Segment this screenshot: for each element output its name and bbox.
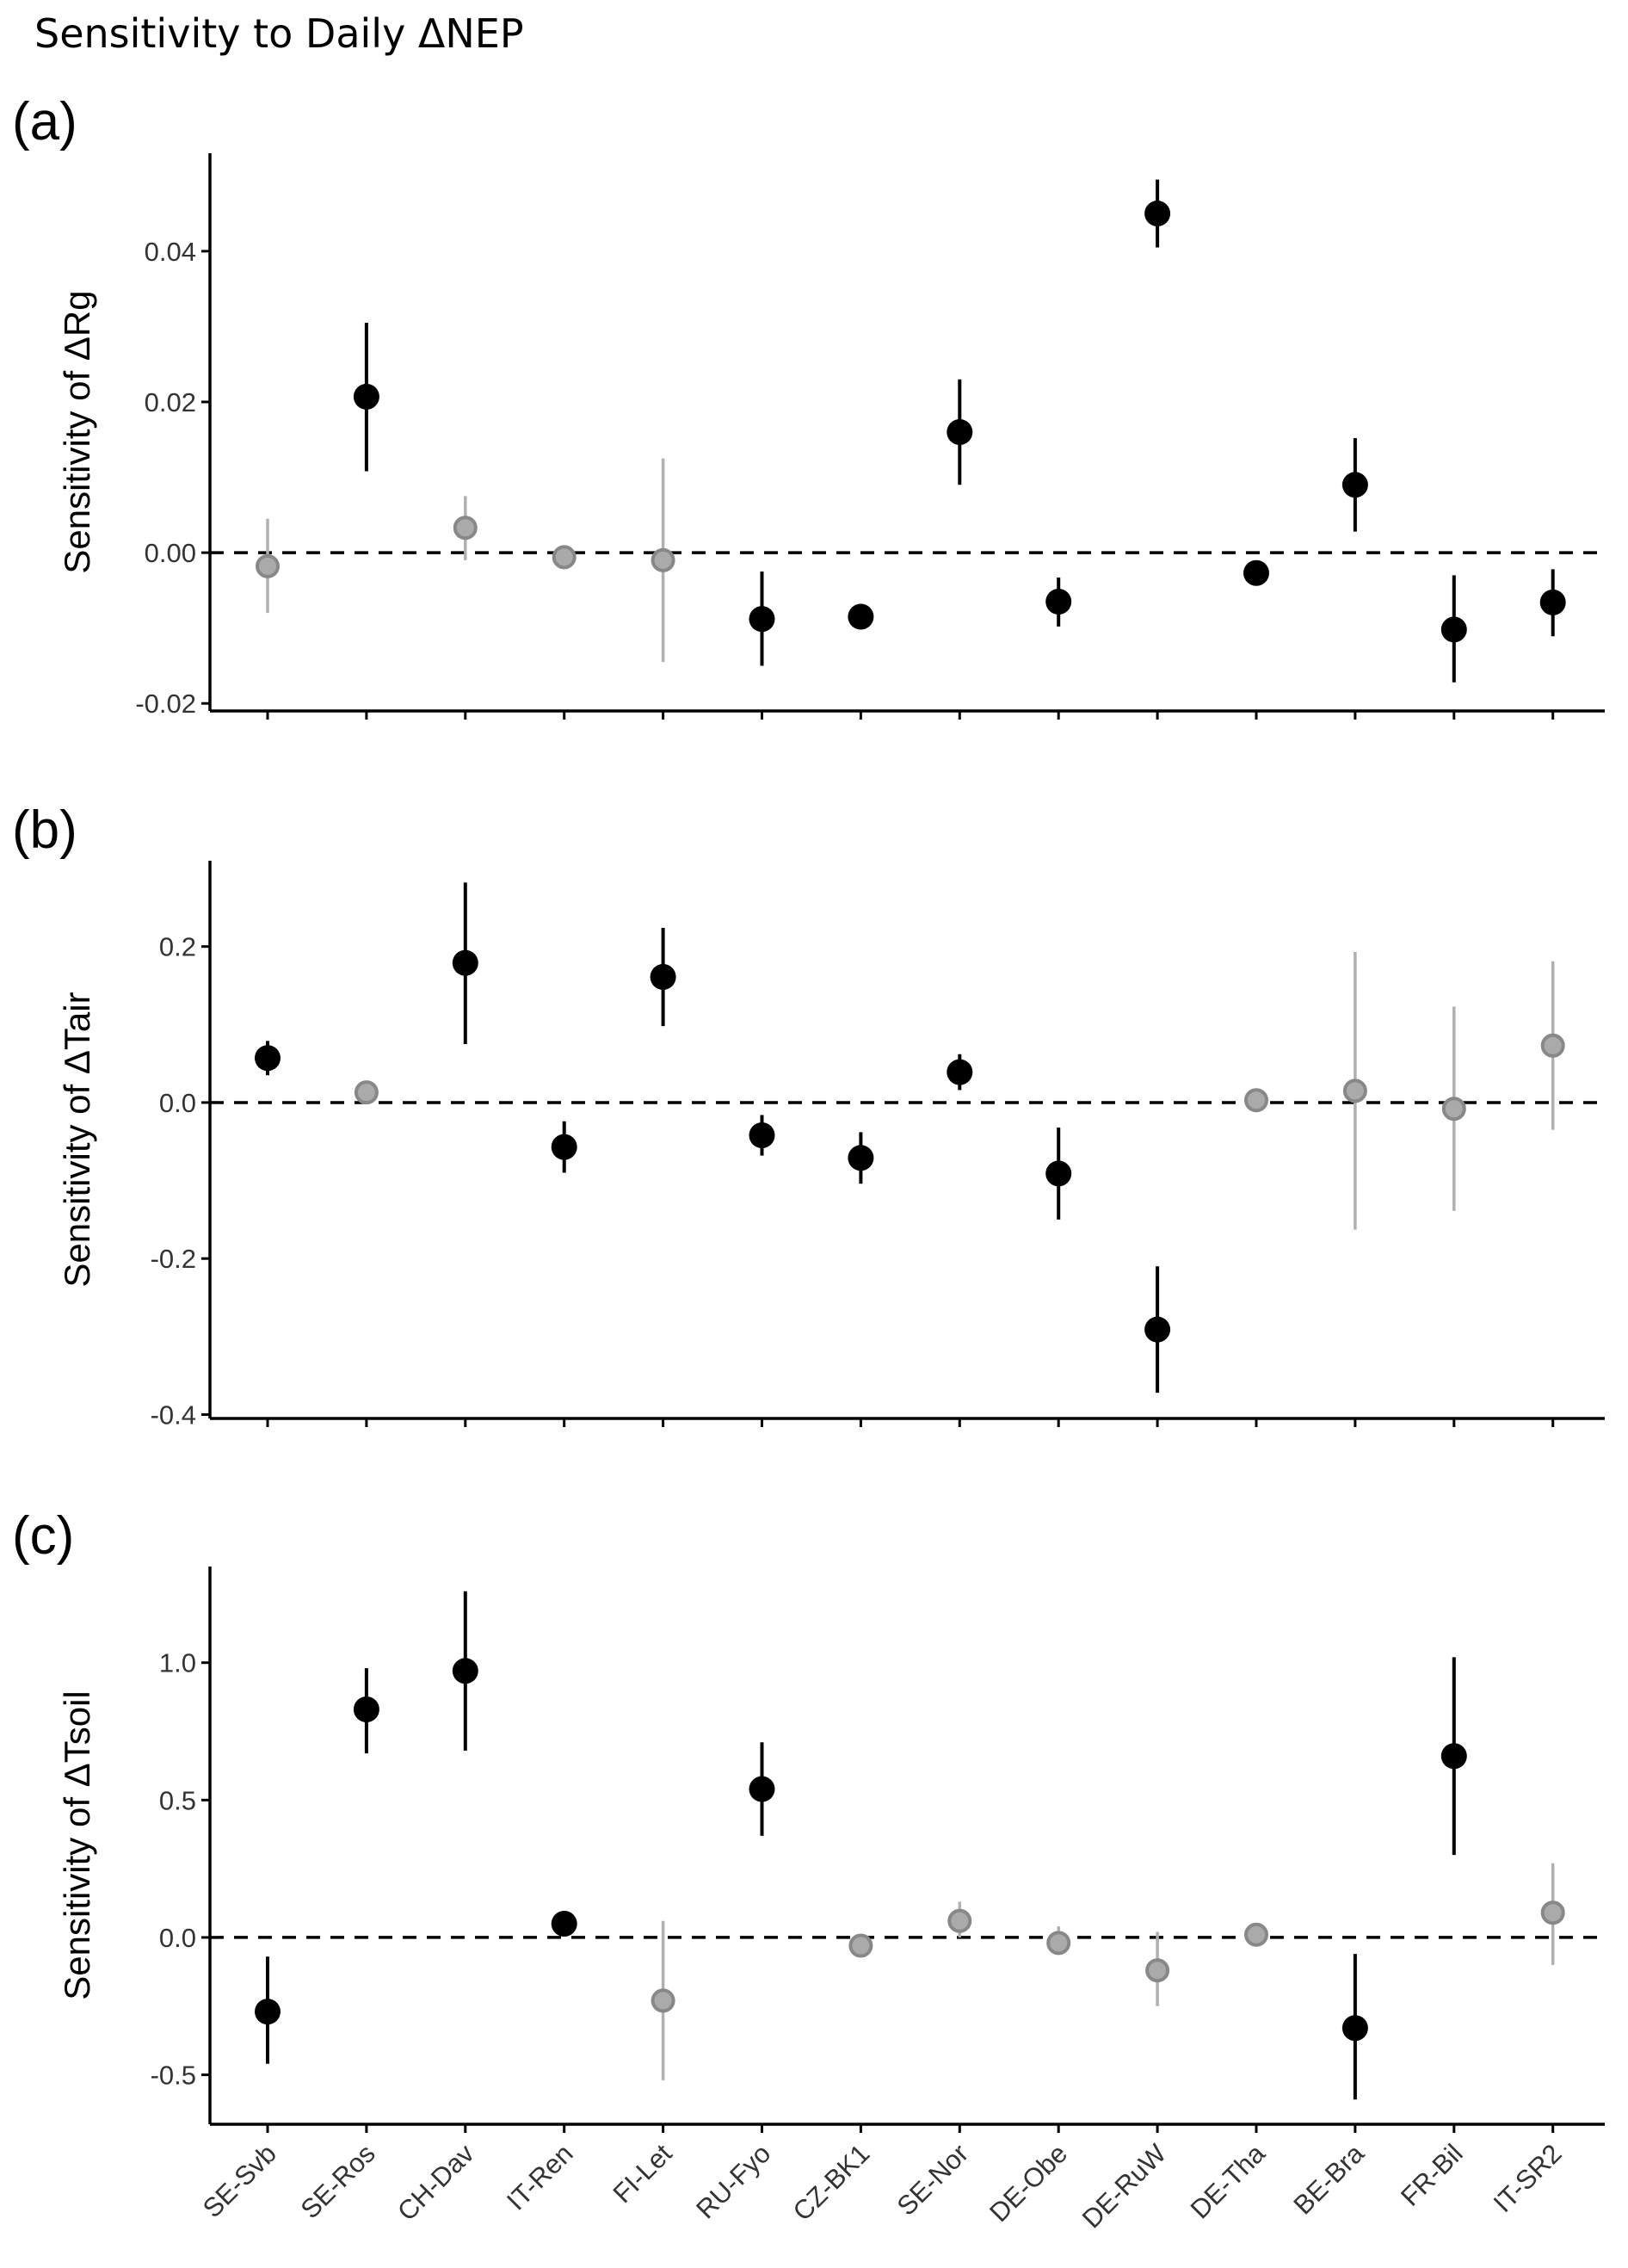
data-point-ch-dav — [452, 949, 478, 976]
panel-label: (b) — [12, 800, 77, 860]
y-tick-label: 0.0 — [159, 1088, 196, 1118]
x-tick-label: DE-Obe — [984, 2138, 1073, 2228]
y-tick-label: 1.0 — [159, 1648, 196, 1678]
data-point-ch-dav — [452, 1658, 478, 1684]
x-tick-label: DE-Tha — [1185, 2138, 1272, 2225]
y-tick-label: 0.2 — [159, 932, 196, 962]
data-point-fi-let — [651, 1988, 675, 2013]
data-point-cz-bk1 — [848, 603, 874, 630]
data-point-fi-let — [651, 547, 675, 572]
y-axis-title: Sensitivity of ΔRg — [57, 290, 97, 573]
data-point-de-tha — [1244, 1088, 1268, 1113]
x-tick-label: SE-Nor — [891, 2138, 975, 2222]
data-point-de-ruw — [1144, 201, 1171, 227]
x-tick-label: RU-Fyo — [690, 2138, 776, 2224]
data-point-it-sr2 — [1540, 1033, 1565, 1058]
data-point-ch-dav — [453, 516, 478, 541]
x-tick-label: DE-RuW — [1076, 2138, 1173, 2234]
y-axis-title: Sensitivity of ΔTsoil — [57, 1690, 97, 2000]
data-point-ru-fyo — [749, 1776, 775, 1802]
panel-c: (c) Sensitivity of ΔTsoil -0.5 0.0 0.5 1.0 SE-… — [12, 1506, 1605, 2234]
data-point-cz-bk1 — [848, 1145, 874, 1171]
data-point-se-ros — [353, 1696, 379, 1722]
y-axis-title: Sensitivity of ΔTair — [57, 992, 97, 1287]
data-point-se-nor — [947, 419, 973, 445]
y-tick-label: 0.00 — [145, 538, 196, 568]
data-point-se-svb — [255, 1045, 281, 1072]
data-point-fr-bil — [1441, 1097, 1466, 1122]
data-point-it-ren — [552, 545, 577, 570]
panel-label: (c) — [12, 1506, 74, 1566]
data-point-se-ros — [354, 1080, 379, 1105]
data-point-se-ros — [353, 383, 379, 410]
x-tick-label: IT-Ren — [501, 2138, 579, 2216]
x-tick-label: IT-SR2 — [1488, 2138, 1568, 2218]
data-point-it-sr2 — [1540, 1900, 1565, 1925]
y-tick-label: 0.0 — [159, 1923, 196, 1953]
y-tick-label: -0.2 — [151, 1244, 196, 1274]
panel-label: (a) — [12, 92, 77, 151]
data-point-cz-bk1 — [848, 1933, 873, 1958]
data-point-se-svb — [256, 553, 280, 578]
x-tick-label: FR-Bil — [1395, 2138, 1469, 2212]
data-point-de-ruw — [1144, 1316, 1171, 1343]
data-point-se-nor — [947, 1059, 973, 1085]
page-title: Sensitivity to Daily ΔNEP — [34, 10, 524, 57]
data-point-de-tha — [1244, 1922, 1268, 1947]
y-tick-label: 0.5 — [159, 1785, 196, 1815]
data-point-de-obe — [1045, 1160, 1072, 1187]
data-point-fi-let — [650, 964, 676, 991]
data-point-fr-bil — [1440, 1743, 1467, 1770]
data-point-se-svb — [255, 1999, 281, 2025]
data-point-it-sr2 — [1539, 589, 1566, 615]
x-tick-label: CZ-BK1 — [787, 2138, 876, 2227]
data-point-fr-bil — [1440, 616, 1467, 643]
y-tick-label: 0.02 — [145, 387, 196, 417]
y-tick-label: -0.02 — [135, 689, 196, 719]
x-tick-label: SE-Ros — [295, 2138, 381, 2224]
data-point-be-bra — [1341, 472, 1368, 498]
x-tick-label: SE-Svb — [197, 2138, 282, 2223]
y-tick-label: 0.04 — [145, 237, 196, 267]
data-point-it-ren — [551, 1134, 577, 1160]
data-point-it-ren — [551, 1910, 577, 1937]
data-point-ru-fyo — [749, 606, 775, 633]
y-tick-label: -0.4 — [151, 1400, 196, 1430]
data-point-de-tha — [1243, 559, 1269, 586]
x-tick-label: FI-Let — [607, 2138, 678, 2209]
x-tick-label: CH-Dav — [392, 2138, 480, 2227]
panel-a: (a) Sensitivity of ΔRg -0.02 0.00 0.02 0.04 — [12, 92, 1605, 720]
data-point-se-nor — [947, 1908, 972, 1933]
x-tick-label: BE-Bra — [1287, 2138, 1370, 2221]
data-point-de-ruw — [1145, 1958, 1170, 1983]
data-point-be-bra — [1342, 1078, 1367, 1103]
data-point-de-obe — [1046, 1931, 1071, 1956]
data-point-ru-fyo — [749, 1122, 775, 1149]
data-point-de-obe — [1045, 589, 1072, 615]
panel-b: (b) Sensitivity of ΔTair -0.4 -0.2 0.0 0.2 — [12, 800, 1605, 1430]
data-point-be-bra — [1341, 2015, 1368, 2042]
y-tick-label: -0.5 — [151, 2061, 196, 2091]
